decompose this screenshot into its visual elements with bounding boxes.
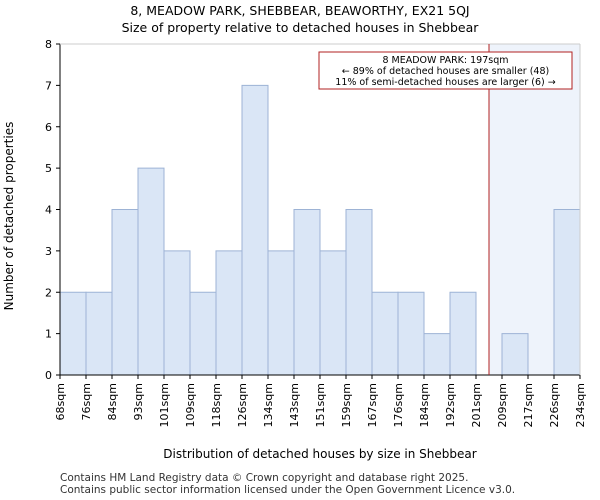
y-tick-label: 8 (45, 38, 52, 51)
y-tick-label: 4 (45, 204, 52, 217)
bar-192sqm (449, 291, 477, 376)
y-tick-label: 3 (45, 245, 52, 258)
x-tick-label: 143sqm (288, 383, 301, 427)
x-tick-label: 93sqm (132, 383, 145, 420)
bar-209sqm (501, 333, 529, 376)
x-tick-label: 159sqm (340, 383, 353, 427)
y-tick-label: 6 (45, 121, 52, 134)
chart-title: 8, MEADOW PARK, SHEBBEAR, BEAWORTHY, EX2… (130, 3, 470, 18)
x-tick-label: 101sqm (158, 383, 171, 427)
x-tick-label: 109sqm (184, 383, 197, 427)
x-tick-label: 192sqm (444, 383, 457, 427)
x-tick-label: 68sqm (54, 383, 67, 420)
annotation-line-3: 11% of semi-detached houses are larger (… (335, 77, 555, 88)
x-tick-label: 176sqm (392, 383, 405, 427)
x-tick-label: 126sqm (236, 383, 249, 427)
x-tick-label: 151sqm (314, 383, 327, 427)
bar-76sqm (85, 291, 113, 376)
bar-176sqm (397, 291, 425, 376)
bar-101sqm (163, 250, 191, 376)
annotation-line-1: 8 MEADOW PARK: 197sqm (382, 55, 508, 66)
x-tick-label: 76sqm (80, 383, 93, 420)
x-tick-label: 201sqm (470, 383, 483, 427)
y-axis-label: Number of detached properties (2, 122, 16, 311)
bars-group (59, 84, 581, 376)
bar-68sqm (59, 291, 87, 376)
bar-159sqm (345, 209, 373, 376)
x-tick-label: 184sqm (418, 383, 431, 427)
footer-line-2: Contains public sector information licen… (60, 484, 516, 496)
bar-84sqm (111, 209, 139, 376)
y-tick-label: 5 (45, 162, 52, 175)
annotation-box (318, 51, 573, 90)
bar-93sqm (137, 167, 165, 376)
bar-126sqm (241, 84, 269, 376)
annotation-line-2: ← 89% of detached houses are smaller (48… (342, 66, 549, 77)
bar-226sqm (553, 209, 581, 376)
y-tick-label: 1 (45, 328, 52, 341)
x-tick-label: 167sqm (366, 383, 379, 427)
x-tick-label: 209sqm (496, 383, 509, 427)
marker-group: 8 MEADOW PARK: 197sqm← 89% of detached h… (318, 44, 573, 375)
footer-line-1: Contains HM Land Registry data © Crown c… (60, 472, 469, 484)
y-tick-label: 2 (45, 286, 52, 299)
x-tick-label: 118sqm (210, 383, 223, 427)
x-tick-label: 134sqm (262, 383, 275, 427)
x-axis-label: Distribution of detached houses by size … (163, 447, 476, 461)
bar-109sqm (189, 291, 217, 376)
x-tick-label: 84sqm (106, 383, 119, 420)
y-tick-label: 7 (45, 79, 52, 92)
bar-118sqm (215, 250, 243, 376)
bar-134sqm (267, 250, 295, 376)
ticks-group: 0 1 2 3 4 5 6 7 8 68sqm 76sqm 84sqm 93sqm 101sqm 109sq… (45, 38, 587, 427)
chart-subtitle: Size of property relative to detached ho… (121, 20, 479, 35)
bar-151sqm (319, 250, 347, 376)
bar-184sqm (423, 333, 451, 376)
y-tick-label: 0 (45, 369, 52, 382)
x-tick-label: 234sqm (574, 383, 587, 427)
x-tick-label: 217sqm (522, 383, 535, 427)
bar-143sqm (293, 209, 321, 376)
bar-167sqm (371, 291, 399, 376)
x-tick-label: 226sqm (548, 383, 561, 427)
